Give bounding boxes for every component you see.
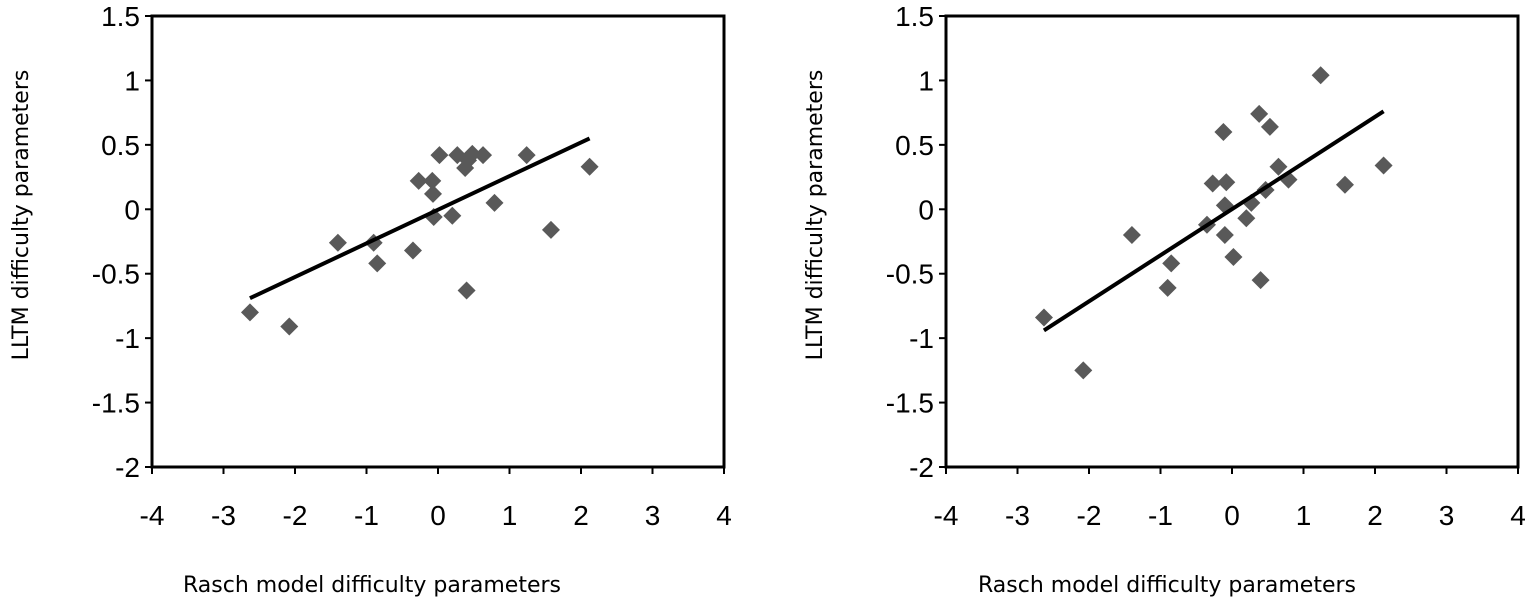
x-tick-label: -3 <box>211 500 236 531</box>
x-tick-label: -3 <box>1005 500 1030 531</box>
y-tick-label: 0 <box>918 194 934 225</box>
data-point <box>1162 254 1181 273</box>
data-point <box>1217 173 1236 192</box>
data-point <box>457 281 476 300</box>
y-tick-label: 1 <box>918 65 934 96</box>
x-tick-label: 0 <box>1224 500 1240 531</box>
x-axis-label: Rasch model difficulty parameters <box>978 573 1356 598</box>
data-point <box>328 233 347 252</box>
x-tick-label: 4 <box>716 500 732 531</box>
data-point <box>541 220 560 239</box>
y-tick-label: -1 <box>115 323 140 354</box>
data-point <box>1250 104 1269 123</box>
data-point <box>517 146 536 165</box>
data-point <box>1311 66 1330 85</box>
x-tick-label: 2 <box>1367 500 1383 531</box>
trend-line <box>1042 109 1385 333</box>
x-tick-label: -2 <box>1077 500 1102 531</box>
y-tick-label: 1.5 <box>101 1 140 32</box>
chart-panel-left: Rasch model difficulty parameters LLTM d… <box>9 1 732 598</box>
x-tick-label: -1 <box>1148 500 1173 531</box>
y-tick-label: 1 <box>124 65 140 96</box>
plot-frame <box>944 14 1520 469</box>
y-tick-label: -1.5 <box>886 388 934 419</box>
data-point <box>1260 117 1279 136</box>
y-tick-label: 0 <box>124 194 140 225</box>
data-point <box>240 303 259 322</box>
x-tick-label: -2 <box>283 500 308 531</box>
y-axis-label: LLTM difficulty parameters <box>803 70 828 361</box>
data-point <box>368 254 387 273</box>
x-tick-label: 1 <box>502 500 518 531</box>
x-tick-label: 4 <box>1510 500 1526 531</box>
data-point <box>1158 278 1177 297</box>
y-tick-label: -2 <box>115 452 140 483</box>
plot-frame <box>150 14 726 469</box>
data-point <box>423 184 442 203</box>
y-tick-label: -2 <box>909 452 934 483</box>
data-point <box>1214 122 1233 141</box>
data-point <box>580 157 599 176</box>
data-point <box>430 146 449 165</box>
data-point <box>1335 175 1354 194</box>
data-point <box>1034 308 1053 327</box>
data-point <box>423 171 442 190</box>
chart-panel-right: Rasch model difficulty parameters LLTM d… <box>803 1 1526 598</box>
x-tick-label: 2 <box>573 500 589 531</box>
data-point <box>1251 271 1270 290</box>
data-point <box>1074 361 1093 380</box>
y-tick-label: -0.5 <box>886 259 934 290</box>
data-point <box>1215 226 1234 245</box>
data-point <box>1237 209 1256 228</box>
data-point <box>1122 226 1141 245</box>
y-tick-label: -1.5 <box>92 388 140 419</box>
data-point <box>403 241 422 260</box>
data-point <box>1224 247 1243 266</box>
data-point <box>409 171 428 190</box>
data-point <box>463 144 482 163</box>
data-point <box>485 193 504 212</box>
y-tick-label: 0.5 <box>895 130 934 161</box>
y-tick-label: 1.5 <box>895 1 934 32</box>
x-tick-label: 1 <box>1296 500 1312 531</box>
x-tick-label: -4 <box>140 500 165 531</box>
data-point <box>1269 157 1288 176</box>
data-point <box>443 206 462 225</box>
y-tick-label: 0.5 <box>101 130 140 161</box>
x-tick-label: -4 <box>934 500 959 531</box>
x-tick-label: 3 <box>645 500 661 531</box>
x-tick-label: -1 <box>354 500 379 531</box>
data-point <box>1203 174 1222 193</box>
x-axis-label: Rasch model difficulty parameters <box>183 573 561 598</box>
y-tick-label: -0.5 <box>92 259 140 290</box>
data-point <box>1374 156 1393 175</box>
x-tick-label: 0 <box>430 500 446 531</box>
data-point <box>280 317 299 336</box>
data-point <box>474 146 493 165</box>
y-tick-label: -1 <box>909 323 934 354</box>
y-axis-label: LLTM difficulty parameters <box>9 70 34 361</box>
trend-line <box>249 136 591 301</box>
x-tick-label: 3 <box>1439 500 1455 531</box>
